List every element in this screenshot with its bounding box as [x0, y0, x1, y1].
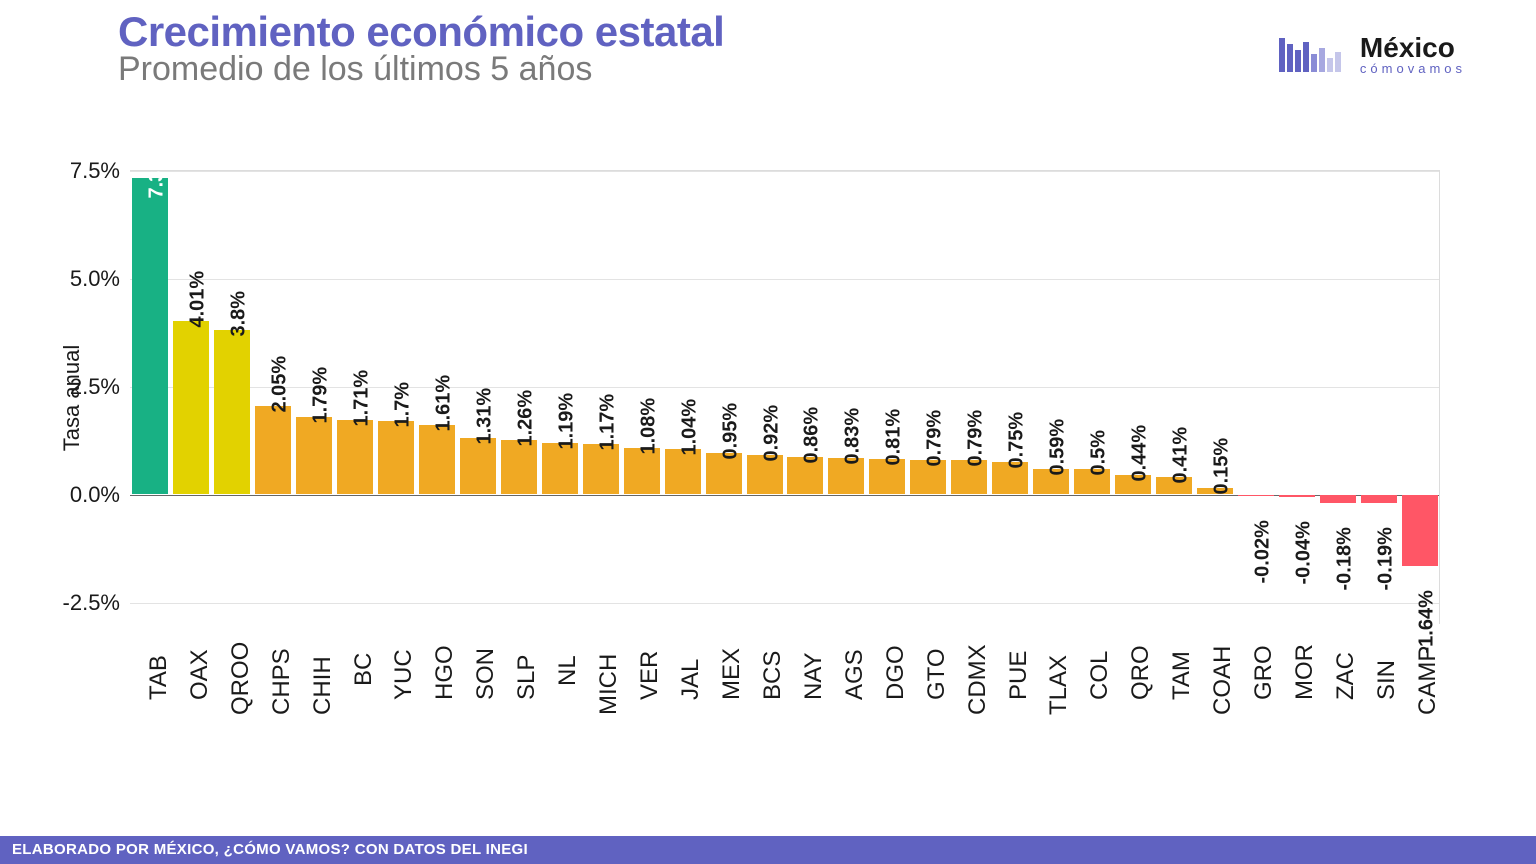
bar-value-label: 0.41% — [1169, 426, 1192, 483]
bar-value-label: 0.59% — [1047, 419, 1070, 476]
bar-value-label: -0.18% — [1333, 527, 1356, 590]
bar — [214, 330, 250, 494]
chart-plot-area: Tasa anual -2.5%0.0%2.5%5.0%7.5%7.31%TAB… — [130, 170, 1440, 624]
bar-value-label: 1.19% — [555, 393, 578, 450]
brand-name: México — [1360, 34, 1466, 62]
bar-value-label: 1.7% — [392, 382, 415, 428]
bar-value-label: 4.01% — [187, 271, 210, 328]
brand-tagline: cómovamos — [1360, 62, 1466, 75]
bar-value-label: 3.8% — [228, 291, 251, 337]
bar — [1361, 495, 1397, 503]
bar-value-label: 1.17% — [596, 393, 619, 450]
brand-mark-icon — [1279, 32, 1349, 77]
gridline — [130, 603, 1439, 604]
bar — [419, 425, 455, 495]
page-title: Crecimiento económico estatal — [118, 8, 724, 56]
y-tick-label: 5.0% — [70, 266, 130, 292]
bar-value-label: 0.15% — [1210, 438, 1233, 495]
bar-value-label: 1.08% — [637, 397, 660, 454]
bar — [1279, 495, 1315, 497]
bar-value-label: 0.92% — [760, 404, 783, 461]
bar — [460, 438, 496, 495]
y-tick-label: -2.5% — [63, 590, 130, 616]
bar-value-label: 0.79% — [965, 410, 988, 467]
bar-value-label: 1.61% — [433, 374, 456, 431]
bar-value-label: -1.64% — [1415, 590, 1438, 653]
bar-value-label: 1.31% — [473, 387, 496, 444]
bar — [173, 321, 209, 494]
brand-logo: México cómovamos — [1279, 32, 1466, 77]
y-tick-label: 2.5% — [70, 374, 130, 400]
bar — [378, 421, 414, 495]
bar-value-label: 0.75% — [1006, 412, 1029, 469]
bar-value-label: 1.79% — [310, 367, 333, 424]
bar-value-label: -0.04% — [1292, 521, 1315, 584]
bar — [1320, 495, 1356, 503]
bar — [337, 420, 373, 494]
bar-value-label: -0.19% — [1374, 527, 1397, 590]
bar-value-label: 0.79% — [924, 410, 947, 467]
bar-value-label: -0.02% — [1251, 520, 1274, 583]
y-tick-label: 7.5% — [70, 158, 130, 184]
bar-value-label: 0.95% — [719, 403, 742, 460]
bar-value-label: 0.5% — [1088, 430, 1111, 476]
bar-value-label: 0.86% — [801, 407, 824, 464]
bar — [542, 443, 578, 494]
page: Crecimiento económico estatal Promedio d… — [0, 0, 1536, 864]
bar-value-label: 1.26% — [514, 390, 537, 447]
gridline — [130, 171, 1439, 172]
bar — [132, 178, 168, 494]
y-tick-label: 0.0% — [70, 482, 130, 508]
bar — [296, 417, 332, 494]
bar — [624, 448, 660, 495]
bar-value-label: 0.44% — [1128, 425, 1151, 482]
bar-value-label: 0.81% — [883, 409, 906, 466]
bar-value-label: 7.31% — [146, 142, 169, 199]
bar — [583, 444, 619, 495]
bar — [1238, 495, 1274, 496]
bar-value-label: 1.04% — [678, 399, 701, 456]
footer-bar: ELABORADO POR MÉXICO, ¿CÓMO VAMOS? CON D… — [0, 836, 1536, 864]
bar-value-label: 1.71% — [351, 370, 374, 427]
bar — [501, 440, 537, 494]
bar — [665, 449, 701, 494]
gridline — [130, 279, 1439, 280]
bar-value-label: 2.05% — [269, 355, 292, 412]
bar-value-label: 0.83% — [842, 408, 865, 465]
bar — [255, 406, 291, 495]
bar — [1402, 495, 1438, 566]
title-block: Crecimiento económico estatal Promedio d… — [118, 8, 724, 89]
